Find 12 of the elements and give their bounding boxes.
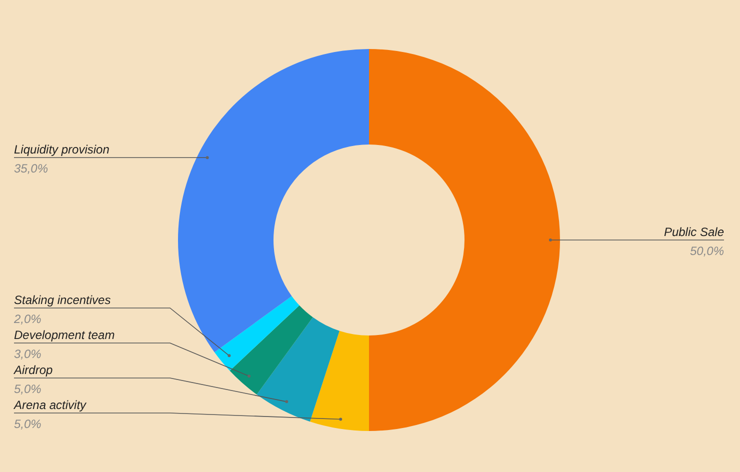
data-label: 5,0% (14, 382, 42, 396)
slice-label: Airdrop (13, 363, 54, 377)
data-label: 3,0% (14, 347, 42, 361)
slice-label: Public Sale (664, 225, 724, 239)
data-label: 2,0% (13, 312, 42, 326)
slice-label: Staking incentives (14, 293, 111, 307)
slice-label: Development team (14, 328, 115, 342)
data-label: 50,0% (690, 244, 724, 258)
data-label: 5,0% (14, 417, 42, 431)
slice-label: Arena activity (13, 398, 88, 412)
data-label: 35,0% (14, 162, 48, 176)
slice-label: Liquidity provision (14, 142, 110, 157)
